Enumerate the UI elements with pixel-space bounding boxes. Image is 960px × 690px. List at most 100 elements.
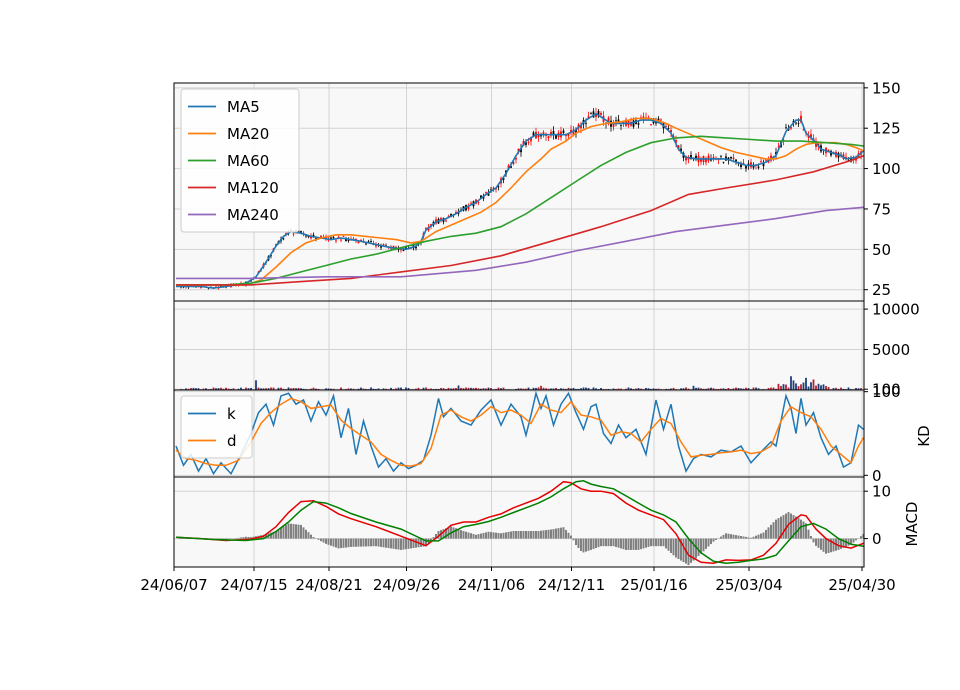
- volume-bar: [445, 388, 447, 390]
- macd-histogram-bar: [540, 530, 542, 539]
- volume-bar: [757, 388, 760, 390]
- macd-histogram-bar: [577, 538, 580, 548]
- macd-histogram-bar: [615, 538, 617, 547]
- volume-bar: [542, 387, 545, 390]
- volume-bar: [685, 387, 687, 390]
- volume-bar: [545, 388, 547, 390]
- macd-histogram-bar: [570, 535, 572, 539]
- candle-body: [515, 158, 517, 160]
- candle-body: [580, 124, 582, 129]
- macd-histogram-bar: [462, 531, 465, 539]
- volume-bar: [247, 388, 250, 390]
- volume-bar: [237, 388, 240, 390]
- y-tick-label: 10000: [872, 301, 920, 319]
- macd-histogram-bar: [500, 533, 502, 539]
- macd-histogram-bar: [610, 538, 612, 547]
- volume-bar: [645, 387, 647, 390]
- candle-body: [732, 157, 735, 160]
- volume-bar: [440, 387, 442, 390]
- candle-body: [735, 159, 737, 162]
- volume-bar: [415, 388, 417, 390]
- macd-histogram-bar: [425, 538, 427, 547]
- macd-histogram-bar: [842, 538, 845, 548]
- volume-bar: [222, 388, 225, 390]
- macd-histogram-bar: [840, 538, 842, 549]
- macd-histogram-bar: [352, 538, 355, 547]
- macd-histogram-bar: [550, 529, 552, 539]
- volume-bar: [312, 387, 315, 390]
- macd-histogram-bar: [602, 538, 605, 547]
- candle-body: [612, 122, 615, 127]
- volume-bar: [555, 387, 557, 390]
- candle-body: [512, 162, 515, 164]
- macd-histogram-bar: [287, 523, 290, 539]
- volume-bar: [800, 384, 802, 390]
- macd-histogram-bar: [720, 536, 722, 539]
- volume-bar: [617, 388, 620, 390]
- volume-bar: [195, 388, 197, 390]
- macd-histogram-bar: [285, 524, 287, 539]
- volume-bar: [450, 388, 452, 390]
- volume-bar: [665, 388, 667, 390]
- volume-bar: [792, 380, 795, 390]
- macd-histogram-bar: [322, 538, 325, 543]
- price-legend-label: MA5: [227, 98, 260, 116]
- volume-bar: [302, 388, 305, 390]
- candle-body: [367, 241, 370, 243]
- volume-bar: [587, 387, 590, 390]
- candle-body: [585, 122, 587, 124]
- volume-bar: [295, 388, 297, 390]
- candle-body: [402, 250, 405, 251]
- macd-histogram-bar: [855, 538, 857, 541]
- macd-histogram-bar: [360, 538, 362, 547]
- y-tick-label: 25: [872, 281, 891, 299]
- volume-bar: [442, 388, 445, 390]
- y-tick-label: 75: [872, 200, 891, 218]
- macd-histogram-bar: [490, 532, 492, 539]
- price-legend-box: [180, 88, 300, 233]
- y-tick-label: 0: [872, 530, 882, 548]
- macd-histogram-bar: [687, 538, 690, 566]
- macd-histogram-bar: [395, 538, 397, 550]
- macd-histogram-bar: [595, 538, 597, 549]
- macd-histogram-bar: [657, 538, 660, 547]
- macd-histogram-bar: [365, 538, 367, 547]
- macd-histogram-bar: [715, 538, 717, 540]
- macd-histogram-bar: [775, 519, 777, 539]
- macd-histogram-bar: [642, 538, 645, 549]
- macd-histogram-bar: [740, 536, 742, 539]
- macd-histogram-bar: [707, 538, 710, 547]
- macd-histogram-bar: [502, 532, 505, 539]
- macd-histogram-bar: [522, 531, 525, 539]
- candle-body: [632, 120, 635, 127]
- macd-histogram-bar: [430, 538, 432, 541]
- candle-body: [637, 123, 640, 125]
- x-tick-label: 25/01/16: [620, 576, 687, 594]
- volume-bar: [682, 388, 685, 390]
- volume-bar: [430, 388, 432, 390]
- volume-bar: [265, 388, 267, 390]
- volume-bar: [655, 388, 657, 390]
- kd-legend-label: d: [227, 432, 237, 450]
- candle-body: [315, 238, 317, 240]
- volume-bar: [570, 388, 572, 390]
- candle-body: [597, 111, 600, 117]
- macd-histogram-bar: [725, 533, 727, 539]
- volume-bar: [802, 382, 805, 390]
- macd-histogram-bar: [520, 531, 522, 539]
- candle-body: [345, 238, 347, 242]
- macd-histogram-bar: [295, 524, 297, 539]
- volume-bar: [772, 387, 775, 390]
- volume-bar: [435, 388, 437, 390]
- macd-histogram-bar: [347, 538, 350, 548]
- volume-bar: [437, 388, 440, 390]
- macd-histogram-bar: [805, 523, 807, 539]
- volume-bar: [357, 388, 360, 390]
- volume-bar: [550, 388, 552, 390]
- macd-histogram-bar: [817, 538, 820, 548]
- volume-bar: [657, 388, 660, 390]
- volume-bar: [580, 388, 582, 390]
- macd-histogram-bar: [465, 531, 467, 539]
- volume-bar: [812, 379, 815, 390]
- macd-histogram-bar: [700, 538, 702, 554]
